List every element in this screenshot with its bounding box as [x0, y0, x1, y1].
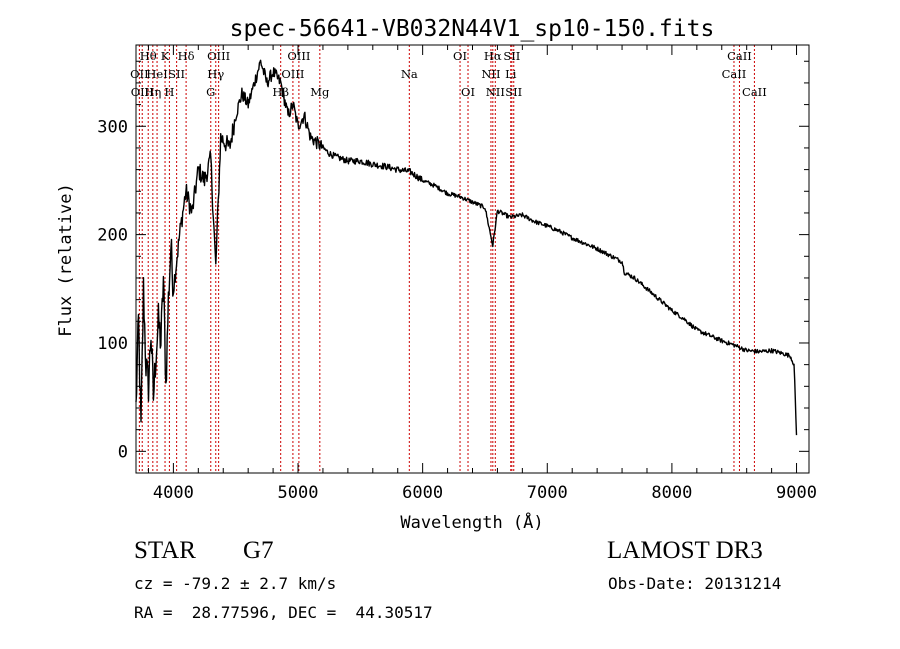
- x-axis: 4000 5000 6000 7000 8000 9000: [147, 45, 817, 503]
- emission-line-label-22: Li: [505, 67, 517, 81]
- spectrum-series: [135, 59, 798, 436]
- y-tick-label-2: 200: [97, 226, 128, 246]
- emission-line-label-12: Hβ: [272, 85, 289, 99]
- survey-name: LAMOST DR3: [607, 537, 763, 564]
- redshift-info: cz = -79.2 ± 2.7 km/s: [134, 574, 337, 593]
- emission-line-label-10: Hγ: [207, 67, 224, 81]
- y-tick-label-0: 0: [118, 442, 128, 462]
- emission-line-label-15: Mg: [310, 85, 330, 99]
- emission-line-label-20: Hα: [484, 49, 502, 63]
- x-axis-label: Wavelength (Å): [400, 511, 543, 533]
- observation-date: Obs-Date: 20131214: [608, 574, 782, 593]
- emission-line-label-7: SII: [168, 67, 185, 81]
- emission-line-label-6: H: [164, 85, 174, 99]
- emission-line-label-8: Hδ: [178, 49, 195, 63]
- emission-line-label-9: G: [206, 85, 215, 99]
- emission-line-label-25: CaII: [722, 67, 747, 81]
- emission-line-label-13: OIII: [281, 67, 304, 81]
- emission-line-label-4: HeI: [146, 67, 167, 81]
- chart-title: spec-56641-VB032N44V1_sp10-150.fits: [230, 16, 715, 42]
- object-class: STAR: [134, 537, 196, 564]
- x-tick-label-5: 9000: [776, 483, 817, 503]
- plot-frame: [135, 44, 810, 474]
- emission-line-label-14: OIII: [287, 49, 310, 63]
- emission-line-label-5: K: [161, 49, 170, 63]
- y-tick-label-1: 100: [97, 334, 128, 354]
- y-tick-label-3: 300: [97, 117, 128, 137]
- x-tick-label-1: 5000: [278, 483, 319, 503]
- emission-line-label-17: OI: [453, 49, 467, 63]
- y-axis: 0 100 200 300: [97, 60, 809, 474]
- emission-line-label-18: OI: [461, 85, 475, 99]
- emission-line-label-19: NII: [481, 67, 500, 81]
- x-tick-label-2: 6000: [402, 483, 443, 503]
- emission-line-label-0: OII: [130, 67, 149, 81]
- x-tick-label-0: 4000: [153, 483, 194, 503]
- x-tick-label-3: 7000: [527, 483, 568, 503]
- emission-line-label-11: OIII: [207, 49, 230, 63]
- emission-line-label-2: Hθ: [140, 49, 157, 63]
- emission-line-label-26: CaII: [727, 49, 752, 63]
- emission-line-label-16: Na: [401, 67, 418, 81]
- emission-line-label-21: NII: [486, 85, 505, 99]
- y-axis-label: Flux (relative): [56, 183, 76, 337]
- emission-line-label-27: CaII: [742, 85, 767, 99]
- emission-line-markers: [138, 45, 755, 473]
- coordinates-info: RA = 28.77596, DEC = 44.30517: [134, 603, 433, 622]
- emission-line-labels: OIIOIIIHθHηHeIKHSIIHδGHγOIIIHβOIIIOIIIMg…: [130, 49, 767, 99]
- x-tick-label-4: 8000: [651, 483, 692, 503]
- object-subclass: G7: [243, 537, 274, 564]
- emission-line-label-24: SII: [505, 85, 522, 99]
- emission-line-label-23: SII: [503, 49, 520, 63]
- emission-line-label-3: Hη: [144, 85, 161, 99]
